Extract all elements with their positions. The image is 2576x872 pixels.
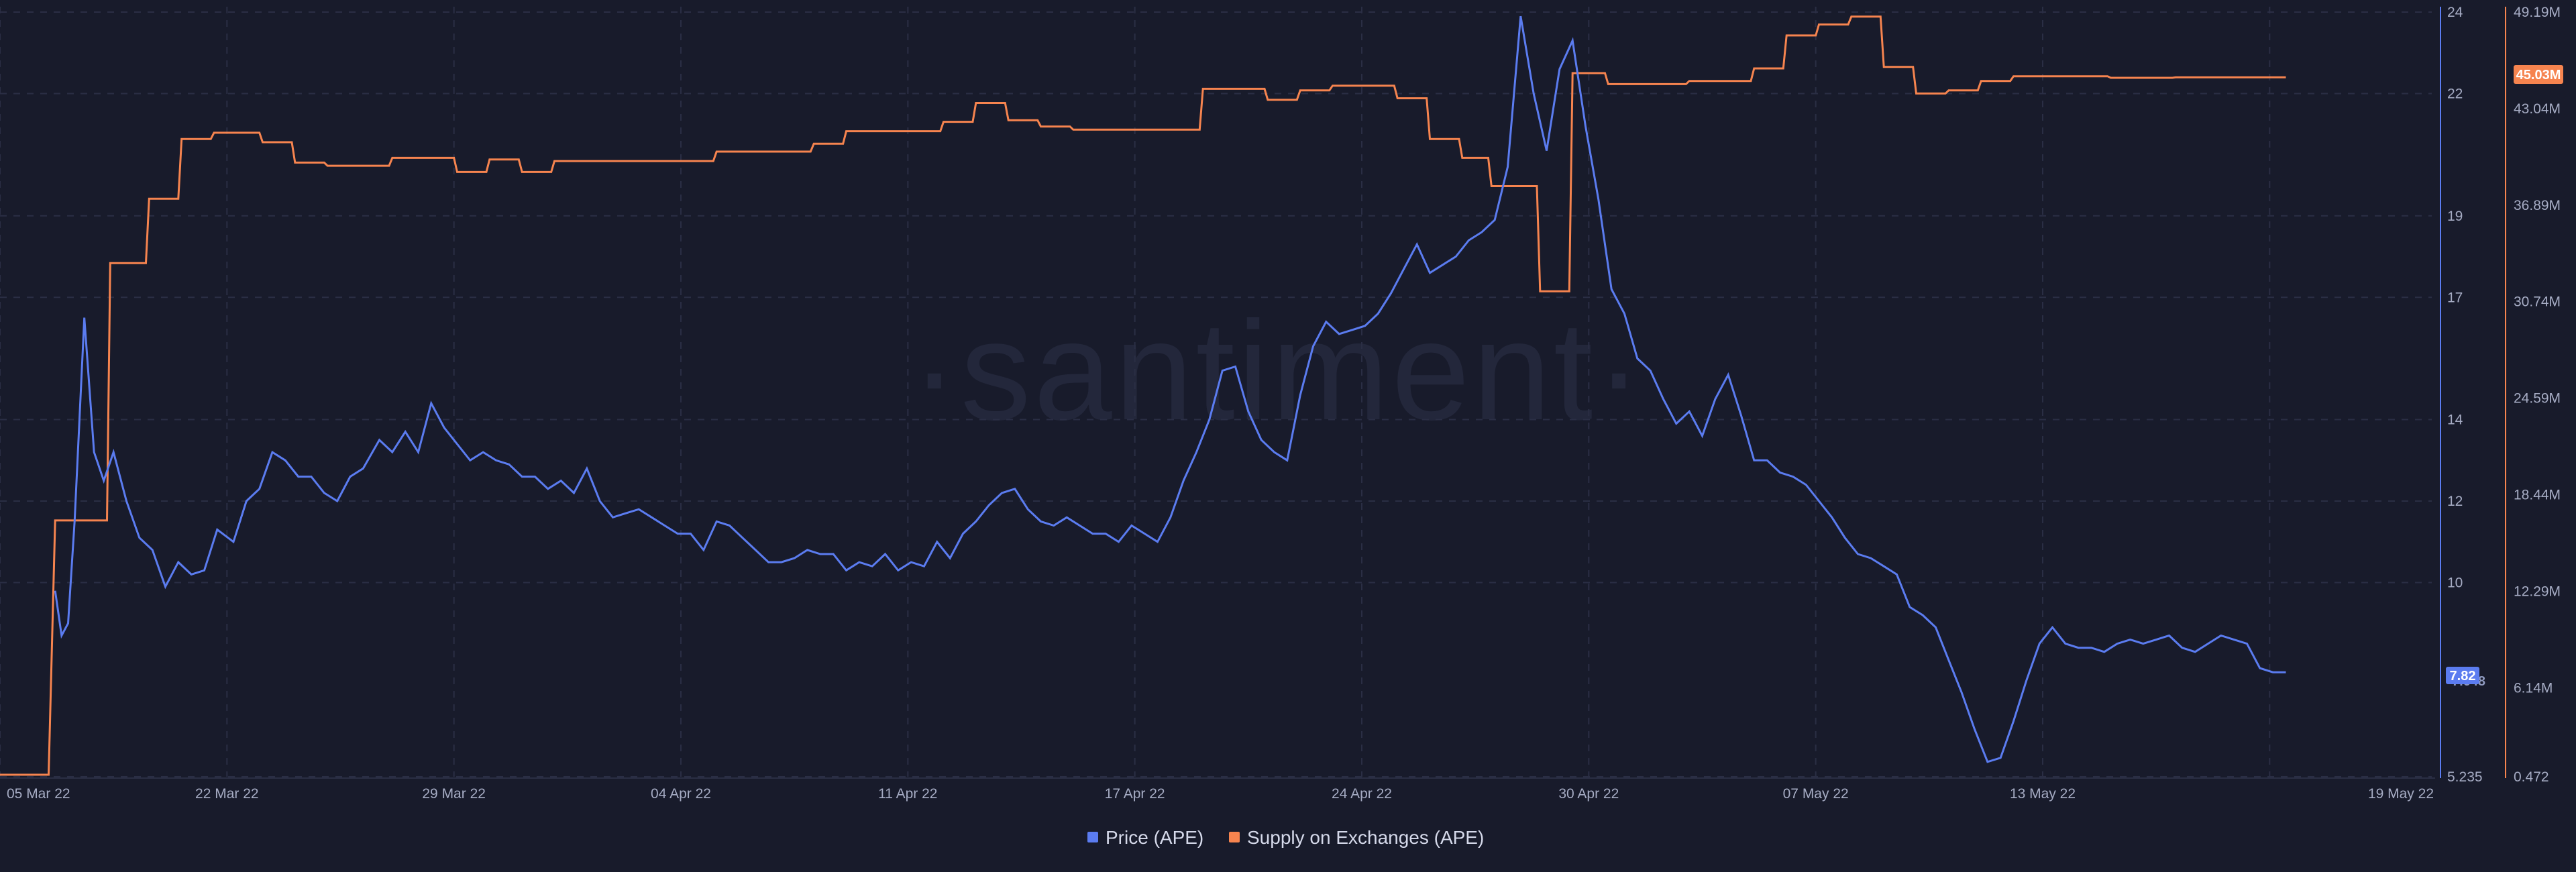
price-axis-tick-label: 10 [2447,576,2463,591]
axes-layer [0,7,2506,779]
supply-axis-tick-label: 0.472 [2514,769,2549,785]
price-axis-tick-label: 24 [2447,5,2463,20]
supply-axis-tick-label: 49.19M [2514,5,2561,20]
x-tick-label: 19 May 22 [2368,786,2434,802]
price-badge-value: 7.82 [2450,669,2476,684]
x-axis-ticks: 05 Mar 22 22 Mar 22 29 Mar 22 04 Apr 22 11 A… [7,786,2434,802]
supply-axis-tick-label: 12.29M [2514,584,2561,599]
supply-axis-tick-label: 43.04M [2514,101,2561,117]
x-tick-label: 07 May 22 [1783,786,1849,802]
supply-axis-tick-label: 6.14M [2514,680,2553,696]
x-tick-label: 22 Mar 22 [195,786,259,802]
supply-line [0,15,2286,776]
x-tick-label: 17 Apr 22 [1105,786,1165,802]
legend-price-label: Price (APE) [1106,827,1203,848]
supply-axis-tick-label: 24.59M [2514,391,2561,406]
santiment-watermark: ·santiment· [911,292,1645,449]
price-axis-tick-label: 22 [2447,87,2463,102]
x-tick-label: 13 May 22 [2010,786,2076,802]
grid-layer [0,7,2432,777]
price-value-badge: 7.648 7.82 [2446,667,2485,689]
supply-value-badge: 45.03M [2514,65,2563,84]
price-axis-tick-label: 14 [2447,413,2463,428]
legend-price-swatch [1087,832,1098,842]
x-tick-label: 05 Mar 22 [7,786,70,802]
legend-supply-label: Supply on Exchanges (APE) [1247,827,1484,848]
x-tick-label: 30 Apr 22 [1558,786,1619,802]
price-axis-tick-label: 5.235 [2447,769,2483,785]
x-tick-label: 04 Apr 22 [651,786,711,802]
supply-axis-tick-label: 18.44M [2514,488,2561,503]
legend: Price (APE) Supply on Exchanges (APE) [1087,827,1484,848]
legend-item-price[interactable]: Price (APE) [1087,827,1203,848]
x-tick-label: 24 Apr 22 [1332,786,1392,802]
legend-supply-swatch [1229,832,1240,842]
x-tick-label: 29 Mar 22 [422,786,486,802]
supply-axis-tick-label: 36.89M [2514,198,2561,213]
price-axis-ticks: 5.235 10 12 14 17 19 22 24 [2447,5,2483,785]
price-axis-tick-label: 17 [2447,290,2463,305]
supply-axis-tick-label: 30.74M [2514,294,2561,310]
series-layer [0,15,2286,776]
x-tick-label: 11 Apr 22 [878,786,937,802]
price-axis-tick-label: 19 [2447,209,2463,224]
supply-badge-value: 45.03M [2516,68,2561,83]
price-axis-tick-label: 12 [2447,494,2463,509]
supply-badge-background [2514,65,2563,84]
price-line [54,15,2286,763]
price-badge-background [2446,667,2479,684]
legend-item-supply[interactable]: Supply on Exchanges (APE) [1229,827,1484,848]
supply-axis-ticks: 0.472 6.14M 12.29M 18.44M 24.59M 30.74M 36.89M… [2514,5,2561,785]
